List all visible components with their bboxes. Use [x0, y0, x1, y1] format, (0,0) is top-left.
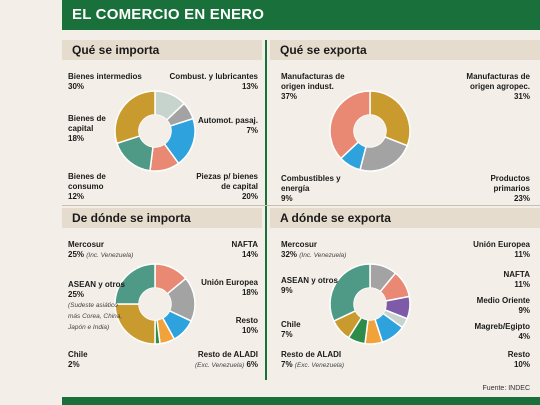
donut-hole-0 — [139, 115, 171, 147]
label-asean-imp: ASEAN y otros 25% (Sudeste asiático más Co… — [68, 280, 125, 331]
label-ue-imp: Unión Europea 18% — [201, 278, 258, 297]
label-aladi-exp: Resto de ALADI 7% (Exc. Venezuela) — [281, 350, 345, 369]
label-bienes-capital: Bienes de capital 18% — [68, 114, 106, 143]
label-resto-imp: Resto 10% — [235, 316, 258, 335]
panel-title-donde-exporta: A dónde se exporta — [280, 211, 391, 225]
panel-title-exporta: Qué se exporta — [280, 43, 367, 57]
label-combustibles: Combust. y lubricantes 13% — [169, 72, 258, 91]
donut-hole-2 — [139, 288, 171, 320]
donut-hole-3 — [354, 288, 386, 320]
page-title: EL COMERCIO EN ENERO — [72, 6, 265, 23]
label-nafta-exp: NAFTA 11% — [503, 270, 530, 289]
panel-header-donde-importa: De dónde se importa — [62, 208, 262, 228]
label-piezas: Piezas p/ bienes de capital 20% — [196, 172, 258, 201]
label-medio-oriente: Medio Oriente 9% — [476, 296, 530, 315]
vertical-divider — [265, 40, 267, 380]
footer-bar — [62, 397, 540, 405]
label-asean-exp: ASEAN y otros 9% — [281, 276, 338, 295]
panel-header-importa: Qué se importa — [62, 40, 262, 60]
label-productos-primarios: Productos primarios 23% — [490, 174, 530, 203]
label-nafta-imp: NAFTA 14% — [231, 240, 258, 259]
label-moa: Manufacturas de origen agropec. 31% — [466, 72, 530, 101]
label-aladi-imp: Resto de ALADI (Exc. Venezuela) 6% — [194, 350, 258, 369]
label-mercosur-exp: Mercosur 32% (Inc. Venezuela) — [281, 240, 347, 259]
label-magreb: Magreb/Egipto 4% — [474, 322, 530, 341]
title-bar — [62, 0, 540, 30]
label-bienes-consumo: Bienes de consumo 12% — [68, 172, 106, 201]
panel-header-exporta: Qué se exporta — [270, 40, 540, 60]
horizontal-divider — [62, 205, 540, 206]
panel-title-importa: Qué se importa — [72, 43, 160, 57]
panel-title-donde-importa: De dónde se importa — [72, 211, 191, 225]
label-mercosur-imp: Mercosur 25% (Inc. Venezuela) — [68, 240, 134, 259]
label-chile-imp: Chile 2% — [68, 350, 88, 369]
label-moi: Manufacturas de origen indust. 37% — [281, 72, 345, 101]
source-note: Fuente: INDEC — [482, 385, 530, 392]
donut-hole-1 — [354, 115, 386, 147]
label-combustibles-energia: Combustibles y energía 9% — [281, 174, 341, 203]
label-chile-exp: Chile 7% — [281, 320, 301, 339]
pie-slice-1-3 — [329, 90, 371, 160]
label-resto-exp: Resto 10% — [507, 350, 530, 369]
panel-header-donde-exporta: A dónde se exporta — [270, 208, 540, 228]
label-ue-exp: Unión Europea 11% — [473, 240, 530, 259]
label-automot: Automot. pasaj. 7% — [197, 116, 258, 135]
label-bienes-intermedios: Bienes intermedios 30% — [68, 72, 142, 91]
